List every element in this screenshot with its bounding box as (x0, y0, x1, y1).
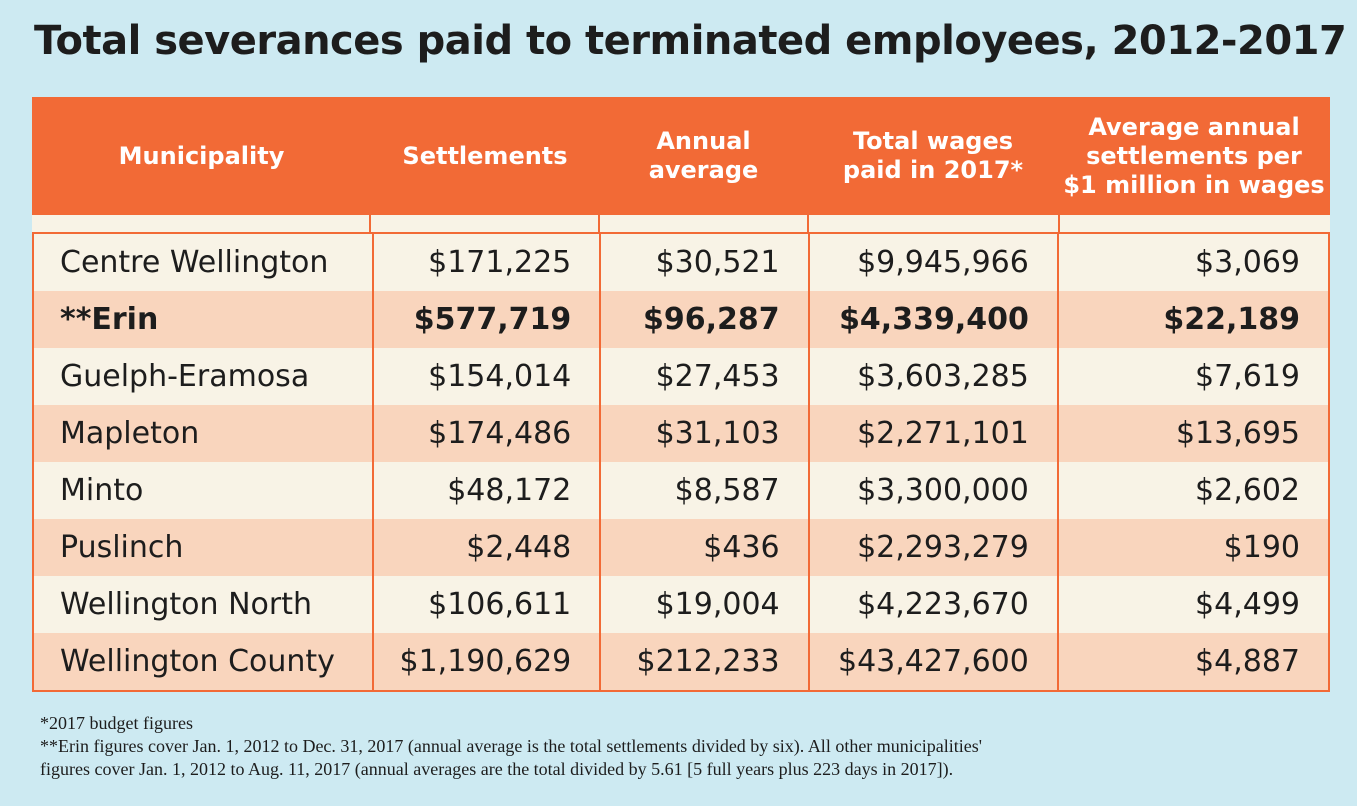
value-cell: $9,945,966 (807, 234, 1057, 291)
value-cell: $3,069 (1056, 234, 1328, 291)
column-header-line: average (648, 156, 759, 184)
value-cell: $171,225 (371, 234, 599, 291)
table-body: Centre Wellington $171,225 $30,521 $9,945,9… (32, 232, 1330, 692)
municipality-cell: Mapleton (60, 416, 200, 451)
column-header-line: Municipality (118, 141, 285, 170)
value-cell: $19,004 (599, 576, 807, 633)
value-cell: $106,611 (371, 576, 599, 633)
column-header: Average annual settlements per $1 million … (1058, 97, 1330, 215)
footnote: *2017 budget figures (40, 713, 193, 733)
value-cell: $190 (1056, 519, 1328, 576)
value-cell: $2,271,101 (807, 405, 1057, 462)
value-cell: $31,103 (599, 405, 807, 462)
column-header-line: $1 million in wages (1063, 170, 1325, 199)
value-cell: $1,190,629 (371, 633, 599, 690)
table-row: Mapleton $174,486 $31,103 $2,271,101 $13,695 (34, 405, 1328, 462)
column-header: Total wages paid in 2017* (808, 97, 1058, 215)
table-header: Municipality Settlements Annual average Tota… (32, 97, 1330, 215)
value-cell: $3,603,285 (807, 348, 1057, 405)
value-cell: $2,448 (371, 519, 599, 576)
value-cell: $4,223,670 (807, 576, 1057, 633)
table-row: Guelph-Eramosa $154,014 $27,453 $3,603,285 $… (34, 348, 1328, 405)
value-cell: $2,293,279 (807, 519, 1057, 576)
value-cell: $3,300,000 (807, 462, 1057, 519)
footnote: **Erin figures cover Jan. 1, 2012 to Dec… (40, 736, 983, 756)
column-header-line: Total wages (852, 127, 1014, 155)
footnote: figures cover Jan. 1, 2012 to Aug. 11, 2… (40, 759, 954, 779)
column-header-line: Average annual (1088, 112, 1300, 141)
municipality-cell: Guelph-Eramosa (60, 359, 310, 394)
value-cell: $2,602 (1056, 462, 1328, 519)
municipality-cell: Centre Wellington (60, 245, 329, 280)
header-divider (32, 215, 1330, 232)
column-header-line: Settlements (402, 141, 568, 170)
municipality-cell: Minto (60, 473, 144, 508)
value-cell: $27,453 (599, 348, 807, 405)
value-cell: $577,719 (371, 291, 599, 348)
page-title: Total severances paid to terminated empl… (34, 18, 1347, 64)
municipality-cell: **Erin (60, 302, 159, 337)
table-row: **Erin $577,719 $96,287 $4,339,400 $22,189 (34, 291, 1328, 348)
column-header: Settlements (371, 97, 599, 215)
value-cell: $4,339,400 (807, 291, 1057, 348)
footnotes: *2017 budget figures **Erin figures cove… (40, 712, 982, 781)
column-header: Annual average (599, 97, 808, 215)
value-cell: $30,521 (599, 234, 807, 291)
value-cell: $48,172 (371, 462, 599, 519)
value-cell: $22,189 (1056, 291, 1328, 348)
table-row: Wellington County $1,190,629 $212,233 $43,4… (34, 633, 1328, 690)
value-cell: $8,587 (599, 462, 807, 519)
column-header-line: paid in 2017* (842, 156, 1024, 184)
municipality-cell: Puslinch (60, 530, 184, 565)
value-cell: $13,695 (1056, 405, 1328, 462)
table-row: Wellington North $106,611 $19,004 $4,223,67… (34, 576, 1328, 633)
value-cell: $436 (599, 519, 807, 576)
municipality-cell: Wellington North (60, 587, 312, 622)
value-cell: $7,619 (1056, 348, 1328, 405)
column-header-line: Annual (656, 127, 751, 155)
value-cell: $212,233 (599, 633, 807, 690)
value-cell: $96,287 (599, 291, 807, 348)
value-cell: $174,486 (371, 405, 599, 462)
municipality-cell: Wellington County (60, 644, 335, 679)
value-cell: $4,887 (1056, 633, 1328, 690)
column-header: Municipality (32, 97, 371, 215)
value-cell: $154,014 (371, 348, 599, 405)
value-cell: $4,499 (1056, 576, 1328, 633)
table-row: Centre Wellington $171,225 $30,521 $9,945,9… (34, 234, 1328, 291)
value-cell: $43,427,600 (807, 633, 1057, 690)
severance-table: Municipality Settlements Annual average Tota… (32, 97, 1330, 692)
table-row: Puslinch $2,448 $436 $2,293,279 $190 (34, 519, 1328, 576)
table-row: Minto $48,172 $8,587 $3,300,000 $2,602 (34, 462, 1328, 519)
column-header-line: settlements per (1086, 141, 1302, 170)
